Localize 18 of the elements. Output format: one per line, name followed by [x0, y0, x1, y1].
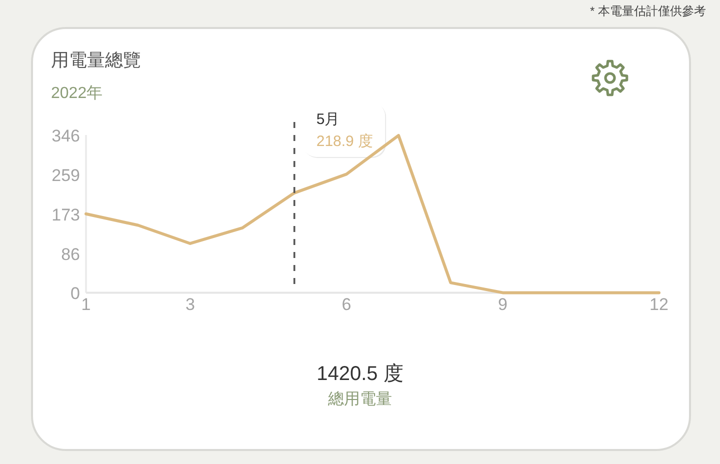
text: 1420.5 度 — [316, 363, 404, 385]
line-series — [84, 134, 660, 294]
x-tick-label: 12 — [650, 295, 668, 314]
y-tick-label: 346 — [52, 126, 80, 146]
y-tick-label: 259 — [52, 166, 80, 186]
text: 總用電量 — [327, 390, 392, 408]
x-tick-label: 3 — [185, 295, 195, 314]
chart-title: 用電量總覽 — [51, 50, 141, 70]
x-tick-label: 6 — [342, 295, 352, 314]
chart-subtitle: 2022年 — [51, 85, 103, 102]
y-tick-label: 86 — [61, 245, 80, 264]
y-tick-label: 0 — [70, 284, 80, 304]
annotation: 218.9 度 — [316, 133, 374, 150]
text: * 本電量估計僅供參考 — [590, 4, 706, 18]
y-tick-label: 173 — [52, 205, 80, 224]
x-tick-label: 9 — [498, 295, 508, 314]
x-tick-label: 1 — [81, 295, 91, 314]
ref-line-label: 5月 — [316, 111, 340, 128]
